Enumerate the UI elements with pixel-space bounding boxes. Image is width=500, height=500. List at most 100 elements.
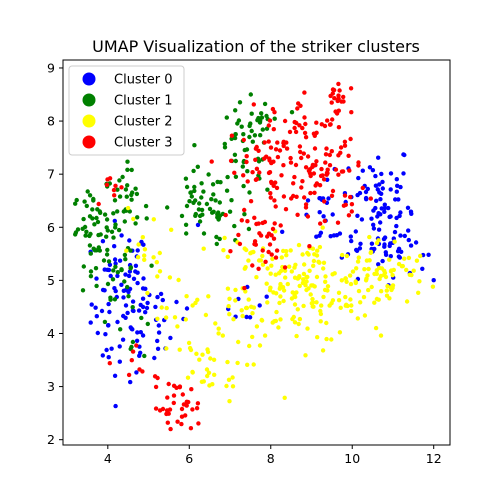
data-point: [300, 179, 305, 184]
data-point: [213, 198, 218, 203]
data-point: [320, 348, 326, 353]
data-point: [155, 316, 160, 321]
data-point: [252, 241, 257, 247]
data-point: [281, 298, 286, 304]
data-point: [366, 287, 371, 293]
legend-label: Cluster 3: [114, 136, 173, 151]
data-point: [125, 159, 130, 164]
scatter-points: [73, 81, 436, 432]
data-point: [216, 326, 221, 331]
data-point: [128, 265, 134, 270]
data-point: [387, 214, 392, 220]
data-point: [336, 108, 341, 113]
data-point: [260, 253, 265, 259]
data-point: [336, 172, 341, 177]
data-point: [179, 213, 185, 219]
data-point: [315, 335, 320, 340]
data-point: [225, 359, 230, 365]
data-point: [244, 314, 249, 320]
data-point: [186, 399, 191, 405]
legend-marker: [82, 114, 96, 128]
data-point: [308, 190, 313, 196]
data-point: [82, 199, 87, 204]
data-point: [179, 406, 185, 412]
data-point: [268, 145, 274, 150]
data-point: [282, 118, 288, 124]
data-point: [136, 242, 141, 247]
data-point: [355, 192, 360, 198]
data-point: [275, 140, 280, 145]
data-point: [206, 172, 211, 177]
data-point: [165, 395, 170, 400]
legend-marker: [82, 135, 96, 149]
data-point: [302, 90, 307, 95]
data-point: [142, 257, 147, 262]
data-point: [130, 339, 136, 345]
data-point: [311, 258, 317, 264]
data-point: [87, 214, 93, 219]
data-point: [157, 408, 163, 413]
data-point: [228, 249, 233, 254]
data-point: [413, 240, 419, 245]
data-point: [119, 185, 124, 190]
data-point: [303, 135, 309, 140]
data-point: [135, 255, 141, 260]
data-point: [197, 219, 203, 224]
data-point: [358, 241, 363, 246]
data-point: [139, 315, 144, 321]
data-point: [336, 298, 342, 303]
data-point: [107, 262, 113, 267]
data-point: [138, 350, 143, 355]
data-point: [133, 263, 139, 268]
series-cluster-1: [73, 92, 295, 359]
data-point: [107, 361, 113, 366]
data-point: [388, 254, 393, 259]
data-point: [217, 200, 222, 205]
data-point: [330, 91, 335, 96]
data-point: [293, 262, 298, 267]
data-point: [384, 293, 390, 298]
data-point: [367, 234, 372, 240]
data-point: [333, 167, 339, 172]
data-point: [262, 140, 267, 145]
data-point: [115, 187, 120, 192]
y-tick-label: 8: [47, 114, 55, 129]
series-cluster-2: [124, 205, 436, 404]
data-point: [273, 147, 279, 152]
data-point: [287, 129, 293, 135]
data-point: [226, 377, 232, 382]
data-point: [229, 133, 235, 138]
data-point: [355, 316, 360, 321]
data-point: [222, 141, 227, 147]
data-point: [104, 234, 109, 239]
data-point: [225, 174, 230, 180]
data-point: [319, 303, 324, 308]
data-point: [321, 266, 326, 271]
data-point: [111, 268, 116, 273]
data-point: [126, 294, 131, 299]
data-point: [297, 274, 302, 279]
data-point: [89, 302, 94, 307]
data-point: [168, 426, 173, 432]
data-point: [297, 316, 303, 322]
x-axis: 4 6 8 10 12: [104, 445, 442, 466]
data-point: [135, 330, 140, 335]
data-point: [312, 190, 317, 195]
data-point: [217, 236, 222, 242]
data-point: [201, 189, 206, 194]
data-point: [259, 318, 265, 323]
data-point: [235, 360, 240, 366]
data-point: [199, 195, 204, 200]
data-point: [257, 303, 262, 308]
data-point: [364, 197, 369, 202]
data-point: [142, 247, 148, 252]
data-point: [356, 255, 361, 260]
data-point: [301, 271, 307, 277]
data-point: [398, 210, 403, 215]
data-point: [270, 106, 276, 112]
data-point: [430, 284, 436, 289]
data-point: [192, 184, 197, 190]
data-point: [325, 118, 330, 123]
legend: Cluster 0 Cluster 1 Cluster 2 Cluster 3: [68, 65, 185, 156]
data-point: [113, 261, 118, 266]
